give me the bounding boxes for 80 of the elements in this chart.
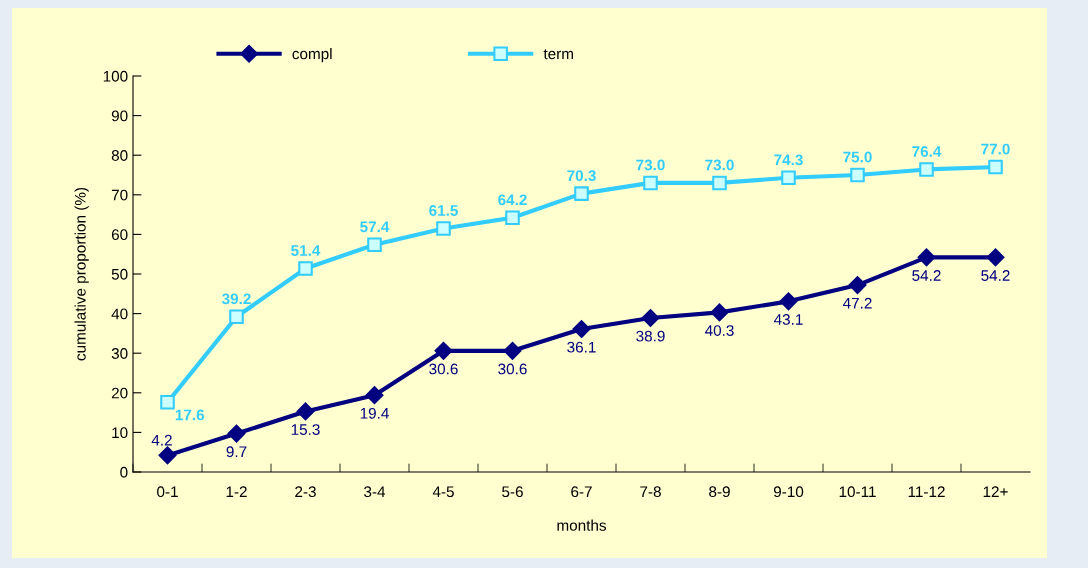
y-tick-label: 70 — [111, 189, 128, 201]
data-label: 61.5 — [429, 205, 458, 216]
data-label: 17.6 — [175, 409, 205, 421]
x-tick-label: 3-4 — [364, 486, 386, 498]
data-label: 75.0 — [843, 151, 872, 163]
data-label: 19.4 — [360, 407, 389, 419]
point — [158, 446, 177, 465]
x-tick-label: 11-12 — [908, 486, 945, 497]
point — [227, 424, 246, 443]
data-label: 30.6 — [429, 363, 458, 375]
x-tick-label: 2-3 — [295, 486, 316, 498]
y-tick-label: 90 — [111, 110, 128, 122]
y-tick-label: 40 — [111, 308, 128, 320]
data-label: 36.1 — [567, 341, 596, 353]
data-label: 43.1 — [773, 314, 803, 325]
point — [917, 248, 936, 267]
point — [229, 309, 244, 325]
data-label: 39.2 — [221, 293, 251, 305]
data-label: 73.0 — [636, 159, 665, 171]
y-tick-label: 100 — [103, 70, 128, 82]
point — [436, 221, 451, 236]
point — [574, 186, 589, 201]
point — [298, 261, 313, 276]
point — [365, 386, 384, 405]
point — [503, 341, 522, 360]
data-label: 54.2 — [912, 270, 941, 281]
data-label: 70.3 — [567, 170, 596, 182]
data-label: 47.2 — [842, 297, 872, 309]
x-axis-title: months — [557, 519, 606, 531]
point — [160, 395, 175, 410]
point — [781, 170, 796, 186]
data-label: 30.6 — [498, 363, 527, 375]
data-label: 76.4 — [912, 146, 942, 157]
point — [710, 303, 729, 322]
x-tick-label: 10-11 — [839, 486, 876, 498]
data-label: 38.9 — [636, 330, 665, 342]
legend-label: term — [543, 49, 573, 60]
point — [505, 210, 520, 226]
data-label: 9.7 — [226, 446, 247, 458]
data-label: 64.2 — [498, 194, 527, 206]
x-tick-label: 4-5 — [432, 486, 454, 498]
data-label: 57.4 — [360, 221, 390, 233]
x-tick-label: 5-6 — [502, 486, 523, 498]
x-tick-label: 7-8 — [640, 486, 661, 498]
x-tick-label: 12+ — [983, 486, 1008, 497]
x-tick-label: 6-7 — [571, 486, 592, 498]
data-label: 15.3 — [291, 424, 320, 435]
point — [434, 341, 453, 360]
point — [986, 248, 1005, 267]
y-tick-label: 30 — [111, 348, 128, 359]
y-axis-title: cumulative proportion (%) — [74, 187, 89, 361]
data-label: 40.3 — [704, 325, 734, 336]
legend-label: compl — [292, 48, 332, 63]
point — [641, 309, 660, 327]
y-tick-label: 20 — [111, 387, 128, 399]
point — [850, 167, 865, 183]
point — [848, 276, 867, 294]
y-tick-label: 60 — [111, 229, 128, 241]
x-tick-label: 1-2 — [226, 486, 247, 497]
data-label: 77.0 — [981, 143, 1010, 155]
y-tick-label: 10 — [112, 427, 128, 439]
x-tick-label: 9-10 — [773, 486, 804, 498]
point — [296, 402, 315, 421]
data-label: 73.0 — [705, 159, 734, 171]
data-label: 51.4 — [291, 245, 321, 256]
point — [988, 159, 1003, 175]
x-tick-label: 0-1 — [157, 486, 178, 498]
y-tick-label: 0 — [120, 466, 128, 478]
point — [367, 237, 382, 252]
data-label: 54.2 — [981, 270, 1010, 281]
data-label: 74.3 — [774, 154, 803, 166]
point — [779, 292, 798, 311]
point — [919, 162, 934, 177]
point — [643, 175, 658, 191]
point — [572, 320, 591, 338]
x-tick-label: 8-9 — [709, 486, 730, 498]
point — [712, 175, 727, 191]
y-tick-label: 50 — [111, 268, 128, 280]
data-label: 4.2 — [151, 434, 172, 446]
y-tick-label: 80 — [111, 150, 128, 161]
